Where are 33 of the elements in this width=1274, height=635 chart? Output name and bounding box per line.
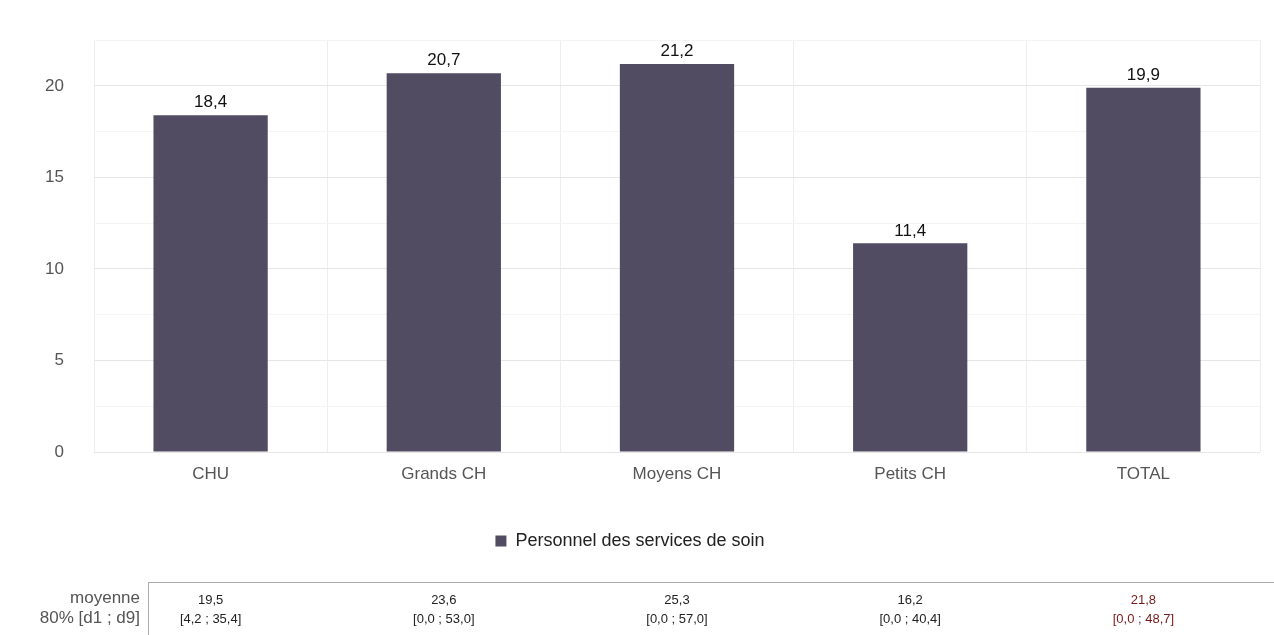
text: [0,0 ; 48,7] (1111, 610, 1176, 628)
y-tick-label: 5 (54, 350, 64, 370)
text: moyenne (69, 588, 140, 608)
bar (153, 115, 268, 452)
x-tick-label: Grands CH (401, 463, 487, 483)
bar (619, 63, 735, 452)
y-tick-label: 15 (45, 167, 64, 187)
y-tick-label: 10 (45, 258, 64, 278)
text: 16,2 (896, 591, 924, 609)
legend-label: Personnel des services de soin (515, 529, 765, 550)
bar (853, 243, 968, 452)
text: 80% [d1 ; d9] (38, 608, 140, 628)
y-tick-label: 0 (54, 441, 64, 461)
data-label: 19,9 (1126, 64, 1160, 84)
text: [0,0 ; 57,0] (645, 610, 709, 628)
bar (386, 73, 501, 452)
text: [0,0 ; 53,0] (412, 610, 476, 628)
text: 21,8 (1129, 591, 1158, 609)
x-tick-label: Moyens CH (632, 463, 722, 483)
y-tick-label: 20 (45, 75, 64, 95)
x-tick-label: CHU (192, 463, 230, 483)
x-tick-label: Petits CH (874, 463, 947, 483)
data-label: 21,2 (660, 41, 694, 61)
text: 25,3 (663, 591, 691, 609)
bar (1086, 87, 1201, 452)
x-tick-label: TOTAL (1116, 463, 1171, 483)
text: 19,5 (197, 592, 224, 607)
text: [4,2 ; 35,4] (179, 611, 242, 626)
text: 23,6 (430, 591, 458, 609)
data-label: 18,4 (194, 92, 228, 112)
data-label: 11,4 (894, 220, 927, 240)
text: [0,0 ; 40,4] (878, 610, 942, 628)
data-label: 20,7 (427, 50, 461, 70)
